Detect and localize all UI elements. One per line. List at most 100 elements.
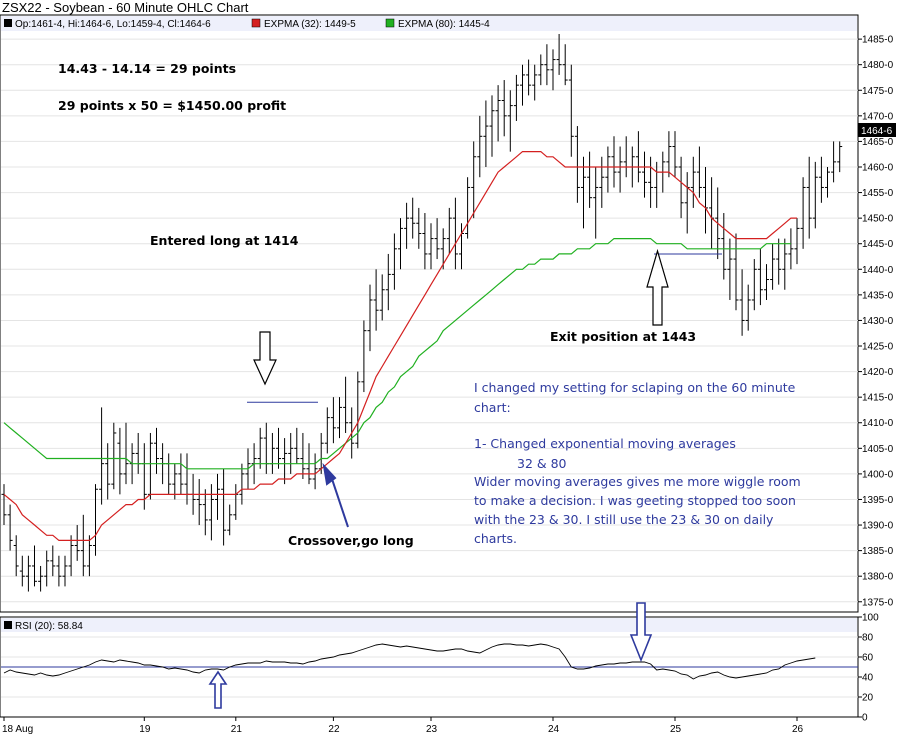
ohlc-bar	[288, 432, 294, 474]
ohlc-bar	[526, 59, 532, 96]
ohlc-bar	[343, 376, 349, 433]
price-tick-label: 1440-0	[862, 265, 894, 276]
price-tick-label: 1415-0	[862, 393, 894, 404]
ohlc-bar	[300, 432, 306, 480]
ohlc-bar	[513, 74, 519, 121]
ohlc-bar	[465, 177, 471, 239]
price-tick-label: 1430-0	[862, 316, 894, 327]
ohlc-bar	[74, 525, 80, 561]
ohlc-bar	[757, 248, 763, 306]
legend-ema-fast-swatch	[251, 18, 261, 28]
legend-ohlc-swatch	[4, 19, 12, 27]
ema-fast-line	[3, 151, 797, 541]
ohlc-bar	[367, 284, 373, 352]
ohlc-bar	[32, 545, 37, 587]
ohlc-bar	[483, 100, 489, 167]
ohlc-bar	[19, 555, 25, 587]
price-tick-label: 1480-0	[862, 60, 894, 71]
ohlc-bar	[7, 504, 13, 551]
ohlc-bar	[257, 427, 263, 469]
ohlc-bar	[178, 453, 184, 495]
x-tick-label: 25	[670, 724, 682, 735]
ohlc-bar	[544, 44, 550, 86]
ohlc-bar	[239, 463, 245, 505]
ohlc-bar	[373, 269, 379, 331]
price-panel	[0, 14, 859, 613]
ohlc-bar	[611, 136, 617, 188]
ohlc-bar	[764, 264, 769, 300]
price-tick-label: 1390-0	[862, 521, 894, 532]
ohlc-bar	[538, 54, 544, 86]
ohlc-bar	[648, 156, 654, 208]
ohlc-bar	[434, 218, 440, 260]
rsi-legend-swatch	[4, 621, 12, 629]
rsi-y-axis: 100 80 60 40 20 0	[858, 613, 879, 724]
ohlc-bar	[276, 427, 281, 469]
ohlc-bar	[788, 228, 794, 270]
ohlc-bar	[62, 555, 68, 587]
ohlc-bar	[495, 85, 501, 142]
ohlc-bar	[721, 213, 727, 280]
ohlc-bar	[105, 443, 111, 500]
x-tick-label: 23	[426, 724, 438, 735]
ohlc-bar	[68, 535, 74, 577]
rsi-legend: RSI (20): 58.84	[15, 621, 83, 632]
price-tick-label: 1410-0	[862, 418, 894, 429]
rsi-tick-label: 20	[862, 693, 874, 704]
legend-ema-slow-swatch	[385, 18, 395, 28]
price-y-axis: 1485-0 1480-0 1475-0 1470-0 1465-0 1460-0 1455…	[858, 35, 894, 608]
note-line-6: to make a decision. I was geeting stoppe…	[474, 493, 796, 508]
ohlc-bar	[215, 473, 220, 520]
note-line-4: 32 & 80	[517, 456, 567, 471]
ohlc-bar	[745, 284, 751, 331]
calc-text-1: 14.43 - 14.14 = 29 points	[58, 61, 236, 76]
ohlc-bar	[617, 146, 623, 193]
ohlc-bar	[825, 166, 830, 198]
note-line-8: charts.	[474, 531, 517, 546]
rsi-legend-strip	[1, 618, 857, 632]
legend-ema-fast: EXPMA (32): 1449-5	[264, 19, 356, 30]
price-tick-label: 1435-0	[862, 290, 894, 301]
price-tick-label: 1445-0	[862, 239, 894, 250]
last-price-tag	[858, 123, 896, 137]
ohlc-bar	[422, 213, 428, 270]
ohlc-bar	[428, 223, 434, 270]
ohlc-bar	[489, 95, 495, 157]
entry-label: Entered long at 1414	[150, 233, 299, 248]
ohlc-bar	[599, 156, 605, 208]
ohlc-bar	[13, 535, 19, 577]
price-tick-label: 1450-0	[862, 214, 894, 225]
ohlc-bar	[379, 274, 385, 321]
ohlc-bar	[452, 197, 458, 270]
ohlc-bar	[587, 151, 593, 208]
ohlc-bar	[507, 90, 513, 152]
ohlc-bar	[1, 484, 7, 526]
rsi-tick-label: 100	[862, 613, 879, 624]
ohlc-bar	[38, 565, 44, 592]
exit-label: Exit position at 1443	[550, 329, 696, 344]
last-price-label: 1464-6	[861, 126, 893, 137]
ohlc-bar	[56, 555, 62, 587]
ohlc-bar	[117, 427, 123, 495]
rsi-down-arrow-icon	[629, 602, 653, 663]
x-tick-label: 21	[231, 724, 243, 735]
ohlc-bar	[398, 218, 403, 270]
ohlc-bar	[324, 407, 330, 454]
ohlc-bar	[330, 397, 336, 444]
ohlc-bar	[733, 233, 739, 311]
price-tick-label: 1460-0	[862, 162, 894, 173]
ohlc-bar	[593, 166, 599, 239]
ohlc-bar	[739, 269, 745, 336]
x-tick-label: 18 Aug	[2, 724, 33, 735]
ohlc-bar	[25, 555, 31, 592]
ohlc-bar	[111, 422, 117, 490]
ohlc-bar	[294, 427, 300, 464]
ohlc-bar	[93, 484, 98, 556]
rsi-up-arrow-icon	[208, 670, 228, 709]
rsi-tick-label: 80	[862, 633, 874, 644]
ohlc-bar	[196, 479, 202, 526]
ohlc-bar	[86, 535, 92, 577]
ohlc-bar	[837, 141, 843, 173]
ohlc-bar	[800, 177, 806, 249]
rsi-tick-label: 40	[862, 673, 874, 684]
